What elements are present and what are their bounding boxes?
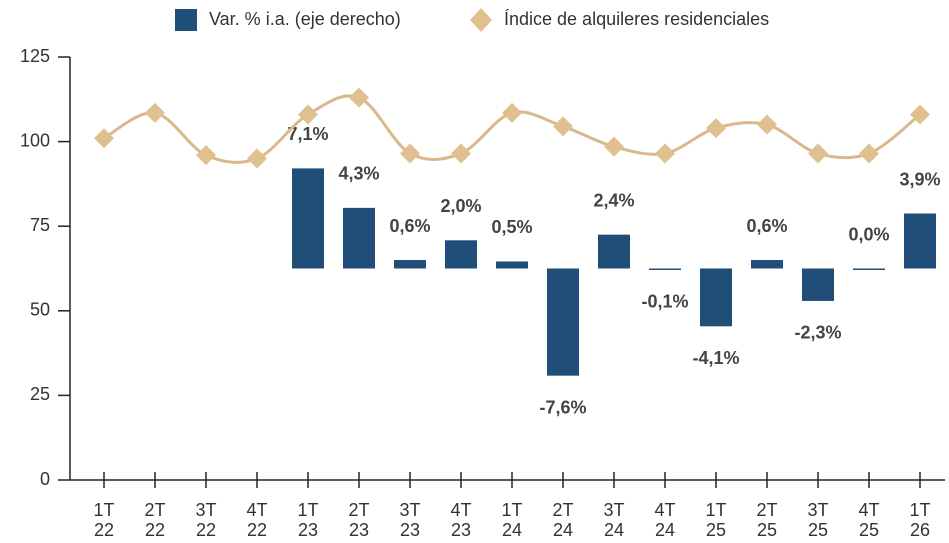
x-tick-label: 1T 26 — [909, 500, 931, 540]
data-label: -0,1% — [641, 292, 688, 312]
marker — [400, 143, 420, 164]
x-tick-label: 4T 24 — [654, 500, 676, 540]
marker — [859, 143, 879, 164]
marker — [757, 114, 777, 135]
x-tick-label: 3T 22 — [195, 500, 217, 540]
bar — [496, 261, 528, 269]
bar — [598, 234, 630, 269]
marker — [655, 143, 675, 164]
data-label: 0,5% — [491, 217, 532, 237]
x-tick-label: 4T 23 — [450, 500, 472, 540]
y-tick-label: 125 — [20, 46, 50, 66]
data-label: 2,4% — [593, 190, 634, 210]
x-tick-label: 3T 25 — [807, 500, 829, 540]
legend-swatch — [470, 8, 492, 32]
x-tick-label: 1T 22 — [93, 500, 115, 540]
data-label: -7,6% — [539, 397, 586, 417]
data-label: 7,1% — [287, 124, 328, 144]
data-label: -2,3% — [794, 323, 841, 343]
bar — [292, 168, 324, 269]
marker — [553, 116, 573, 137]
marker — [247, 148, 267, 169]
x-tick-label: 1T 23 — [297, 500, 319, 540]
legend-label: Índice de alquileres residenciales — [504, 9, 769, 29]
bar — [700, 268, 732, 327]
marker — [349, 87, 369, 108]
marker — [451, 143, 471, 164]
data-label: 0,6% — [746, 216, 787, 236]
bar — [445, 240, 477, 269]
x-tick-label: 2T 25 — [756, 500, 778, 540]
x-tick-label: 4T 22 — [246, 500, 268, 540]
data-label: 2,0% — [440, 196, 481, 216]
data-label: 4,3% — [338, 164, 379, 184]
marker — [298, 104, 318, 125]
y-tick-label: 0 — [40, 469, 50, 489]
bar — [853, 268, 885, 270]
y-tick-label: 75 — [30, 215, 50, 235]
x-tick-label: 2T 22 — [144, 500, 166, 540]
x-tick-label: 2T 24 — [552, 500, 574, 540]
bar — [802, 268, 834, 301]
marker — [145, 102, 165, 123]
data-label: 0,6% — [389, 216, 430, 236]
x-tick-label: 3T 24 — [603, 500, 625, 540]
x-tick-label: 1T 25 — [705, 500, 727, 540]
marker — [502, 102, 522, 123]
legend-label: Var. % i.a. (eje derecho) — [209, 9, 401, 29]
x-tick-label: 1T 24 — [501, 500, 523, 540]
bar — [343, 207, 375, 269]
x-tick-label: 3T 23 — [399, 500, 421, 540]
data-label: 3,9% — [899, 169, 940, 189]
bar — [904, 213, 936, 269]
y-tick-label: 100 — [20, 130, 50, 150]
marker — [196, 145, 216, 166]
y-tick-label: 25 — [30, 384, 50, 404]
bar — [649, 268, 681, 270]
marker — [94, 128, 114, 149]
marker — [706, 118, 726, 139]
x-tick-label: 2T 23 — [348, 500, 370, 540]
bar — [547, 268, 579, 376]
legend-swatch — [175, 9, 197, 31]
marker — [604, 136, 624, 157]
data-label: -4,1% — [692, 348, 739, 368]
x-tick-label: 4T 25 — [858, 500, 880, 540]
bar — [394, 260, 426, 269]
marker — [910, 104, 930, 125]
data-label: 0,0% — [848, 224, 889, 244]
y-tick-label: 50 — [30, 300, 50, 320]
marker — [808, 143, 828, 164]
bar — [751, 260, 783, 269]
